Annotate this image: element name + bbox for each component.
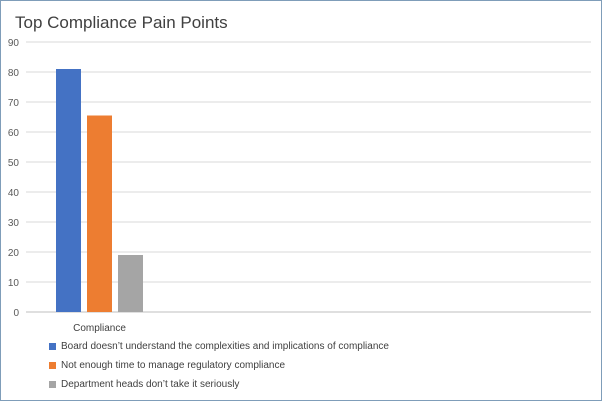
- gridlines: [26, 41, 591, 313]
- legend-label: Board doesn’t understand the complexitie…: [61, 341, 389, 352]
- y-axis-ticks: 0 10 20 30 40 50 60 70 80 90: [8, 38, 20, 319]
- bar-series-2: [118, 255, 143, 312]
- x-axis-categories: Compliance: [73, 323, 126, 334]
- y-tick-label: 90: [8, 38, 20, 49]
- y-tick-label: 0: [13, 308, 19, 319]
- legend-swatch: [49, 362, 56, 369]
- bar-series-1: [87, 115, 112, 312]
- bar-series-0: [56, 69, 81, 312]
- legend-item: Board doesn’t understand the complexitie…: [49, 337, 389, 356]
- y-tick-label: 80: [8, 68, 20, 79]
- legend-label: Department heads don’t take it seriously: [61, 379, 240, 390]
- legend-swatch: [49, 343, 56, 350]
- y-tick-label: 20: [8, 248, 20, 259]
- legend-item: Department heads don’t take it seriously: [49, 375, 389, 394]
- y-tick-label: 10: [8, 278, 20, 289]
- y-tick-label: 40: [8, 188, 20, 199]
- legend-item: Not enough time to manage regulatory com…: [49, 356, 389, 375]
- legend-swatch: [49, 381, 56, 388]
- legend: Board doesn’t understand the complexitie…: [49, 337, 389, 394]
- y-tick-label: 50: [8, 158, 20, 169]
- bars: [56, 69, 143, 312]
- y-tick-label: 60: [8, 128, 20, 139]
- y-tick-label: 30: [8, 218, 20, 229]
- legend-label: Not enough time to manage regulatory com…: [61, 360, 286, 371]
- y-tick-label: 70: [8, 98, 20, 109]
- x-category-label: Compliance: [73, 323, 126, 334]
- chart-title: Top Compliance Pain Points: [15, 13, 228, 32]
